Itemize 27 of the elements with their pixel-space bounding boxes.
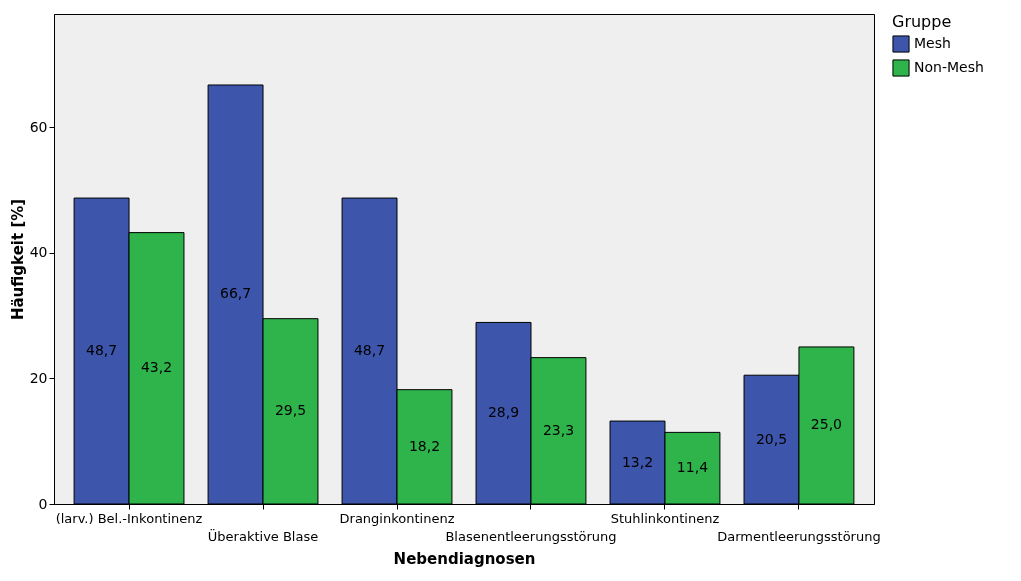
x-tick-label: Überaktive Blase — [207, 527, 319, 544]
data-label: 11,4 — [676, 459, 709, 476]
x-tick-label: Darmentleerungsstörung — [717, 528, 881, 544]
data-label: 18,2 — [408, 437, 441, 454]
data-label: 66,7 — [219, 285, 252, 302]
data-label: 28,9 — [487, 404, 520, 421]
y-tick-label: 60 — [29, 118, 48, 135]
y-axis-title: Häufigkeit [%] — [8, 198, 27, 321]
data-label: 20,5 — [755, 430, 788, 447]
data-label: 43,2 — [140, 359, 173, 376]
x-axis-title: Nebendiagnosen — [393, 549, 536, 568]
data-label: 23,3 — [542, 421, 575, 438]
x-tick-label: Stuhlinkontinenz — [610, 510, 720, 526]
y-tick-label: 0 — [38, 495, 48, 512]
x-tick-label: Blasenentleerungsstörung — [445, 528, 617, 544]
y-tick-label: 40 — [29, 244, 48, 261]
data-label: 29,5 — [274, 402, 307, 419]
x-tick-label: (larv.) Bel.-Inkontinenz — [55, 510, 203, 526]
data-label: 13,2 — [621, 453, 654, 470]
data-label: 48,7 — [85, 342, 118, 359]
x-tick-label: Dranginkontinenz — [339, 510, 455, 526]
legend-label: Mesh — [914, 35, 951, 51]
legend-label: Non-Mesh — [914, 59, 984, 75]
y-tick-label: 20 — [29, 369, 48, 386]
data-label: 48,7 — [353, 342, 386, 359]
data-label: 25,0 — [810, 416, 843, 433]
legend-title: Gruppe — [892, 12, 952, 31]
